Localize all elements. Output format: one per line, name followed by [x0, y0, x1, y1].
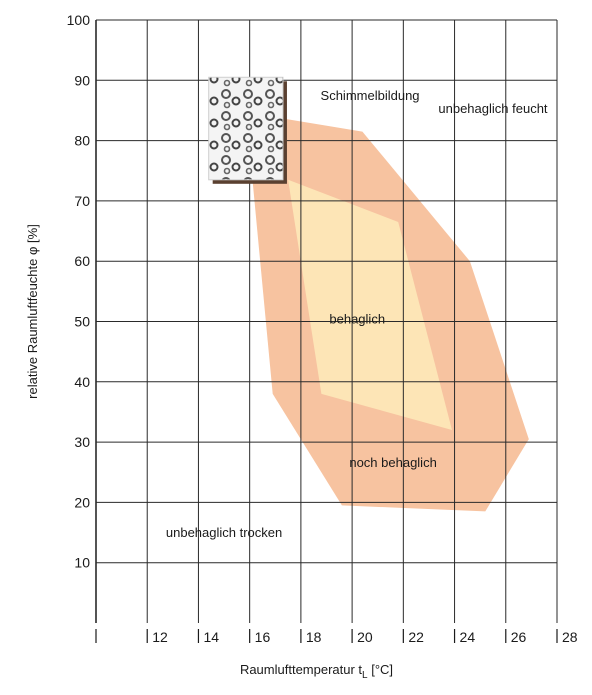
annotation-noch-behaglich: noch behaglich [349, 455, 436, 470]
x-tick-label: 24 [460, 629, 476, 645]
y-tick-label: 70 [74, 193, 90, 209]
x-tick-label: 14 [203, 629, 219, 645]
y-tick-label: 90 [74, 72, 90, 88]
region-behaglich [288, 179, 452, 430]
x-tick-label: 12 [152, 629, 168, 645]
annotation-unbehaglich-feucht: unbehaglich feucht [438, 101, 548, 116]
y-tick-label: 30 [74, 434, 90, 450]
y-tick-label: 50 [74, 314, 90, 330]
y-axis-title: relative Raumluftfeuchte φ [%] [25, 224, 40, 399]
y-tick-label: 20 [74, 494, 90, 510]
x-tick-label: 18 [306, 629, 322, 645]
mold-image [208, 76, 284, 181]
x-tick-label: 28 [562, 629, 578, 645]
y-tick-label: 80 [74, 133, 90, 149]
x-tick-label: 22 [408, 629, 424, 645]
annotation-unbehaglich-trocken: unbehaglich trocken [166, 525, 282, 540]
x-tick-label: 20 [357, 629, 373, 645]
y-tick-label: 100 [67, 12, 91, 28]
y-tick-label: 40 [74, 374, 90, 390]
y-tick-label: 10 [74, 555, 90, 571]
annotation-schimmelbildung: Schimmelbildung [321, 88, 420, 103]
x-tick-label: 16 [255, 629, 271, 645]
annotation-behaglich: behaglich [329, 311, 385, 326]
x-tick-label: 26 [511, 629, 527, 645]
x-axis-title: Raumlufttemperatur tL [°C] [240, 662, 393, 681]
y-tick-label: 60 [74, 253, 90, 269]
